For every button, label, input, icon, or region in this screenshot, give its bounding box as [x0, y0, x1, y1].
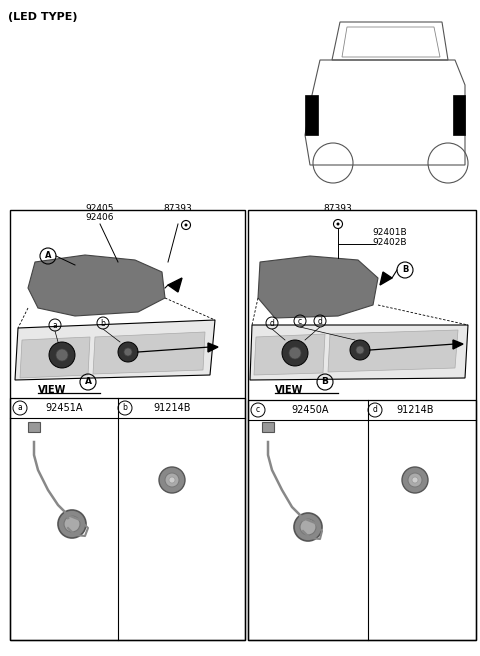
Polygon shape [453, 95, 465, 135]
Text: 91214B: 91214B [153, 403, 191, 413]
Circle shape [124, 348, 132, 356]
Circle shape [300, 519, 316, 535]
Circle shape [58, 510, 86, 538]
Text: 92405: 92405 [86, 204, 114, 213]
Bar [248, 400, 476, 640]
Circle shape [165, 473, 179, 487]
Bar [248, 210, 476, 640]
Circle shape [350, 340, 370, 360]
Bar [28, 422, 40, 432]
Polygon shape [250, 325, 468, 380]
Circle shape [282, 340, 308, 366]
Polygon shape [380, 272, 392, 285]
Circle shape [184, 224, 188, 226]
Circle shape [356, 346, 364, 354]
Circle shape [336, 222, 339, 226]
Text: b: b [101, 319, 106, 327]
Circle shape [412, 477, 418, 483]
Text: c: c [298, 316, 302, 325]
Text: a: a [53, 321, 58, 329]
Polygon shape [28, 255, 165, 316]
Polygon shape [208, 343, 218, 352]
Text: 91214B: 91214B [396, 405, 434, 415]
Circle shape [118, 342, 138, 362]
Text: d: d [372, 405, 377, 415]
Text: B: B [322, 377, 328, 386]
Text: 92401B: 92401B [372, 228, 408, 237]
Text: c: c [256, 405, 260, 415]
Text: (LED TYPE): (LED TYPE) [8, 12, 77, 22]
Text: 92406: 92406 [86, 213, 114, 222]
Polygon shape [328, 330, 458, 372]
Circle shape [159, 467, 185, 493]
Polygon shape [20, 337, 90, 378]
Polygon shape [305, 95, 318, 135]
Text: 92402B: 92402B [373, 238, 407, 247]
Polygon shape [453, 340, 463, 349]
Circle shape [64, 516, 80, 532]
Text: B: B [402, 266, 408, 274]
Polygon shape [258, 256, 378, 318]
Bar [10, 398, 245, 640]
Polygon shape [254, 334, 325, 375]
Text: 87393: 87393 [164, 204, 192, 213]
Text: A: A [84, 377, 92, 386]
Text: A: A [45, 251, 51, 260]
Circle shape [402, 467, 428, 493]
Text: 92451A: 92451A [45, 403, 83, 413]
Bar [262, 422, 274, 432]
Circle shape [56, 349, 68, 361]
Circle shape [289, 347, 301, 359]
Circle shape [408, 473, 422, 487]
Text: b: b [122, 403, 127, 413]
Circle shape [169, 477, 175, 483]
Text: VIEW: VIEW [38, 385, 66, 395]
Polygon shape [15, 320, 215, 380]
Circle shape [49, 342, 75, 368]
Text: 87393: 87393 [324, 204, 352, 213]
Text: 92450A: 92450A [291, 405, 329, 415]
Text: a: a [18, 403, 23, 413]
Text: VIEW: VIEW [275, 385, 303, 395]
Polygon shape [93, 332, 205, 374]
Bar [10, 210, 245, 640]
Text: d: d [270, 319, 275, 327]
Circle shape [294, 513, 322, 541]
Text: d: d [318, 316, 323, 325]
Polygon shape [168, 278, 182, 292]
